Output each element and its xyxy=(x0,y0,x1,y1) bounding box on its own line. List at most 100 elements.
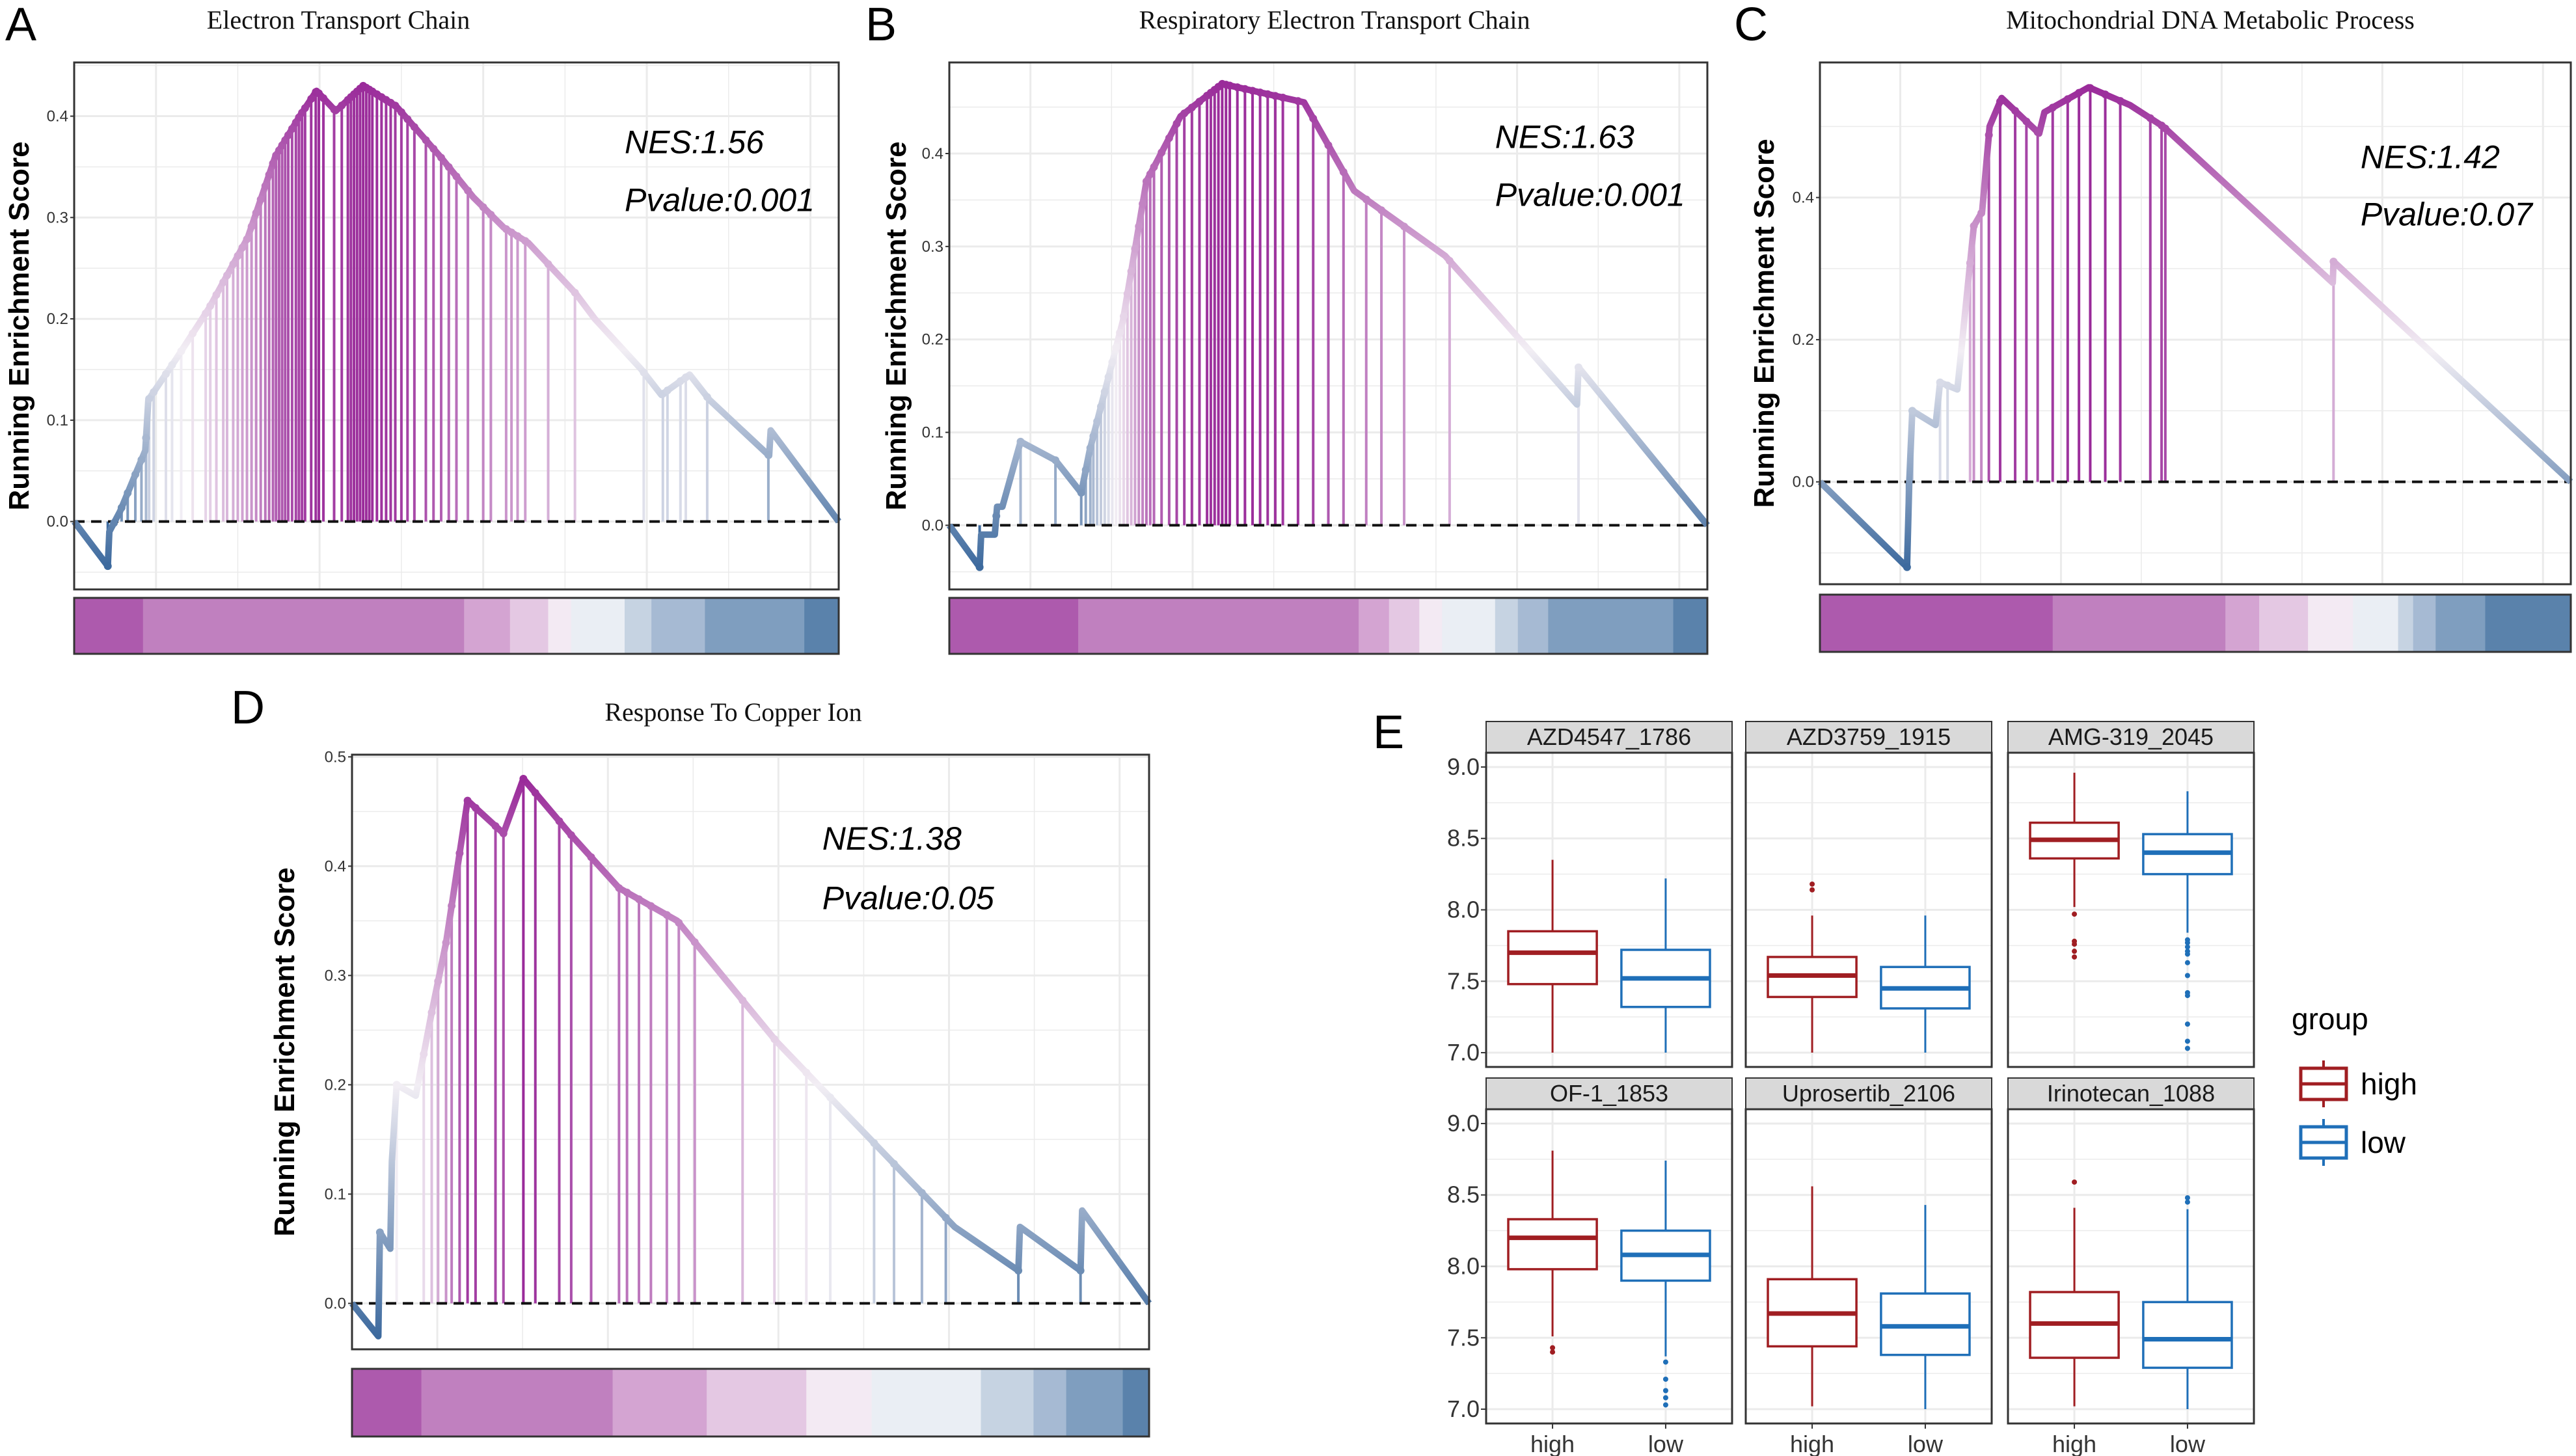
hit-point xyxy=(234,252,242,260)
rank-bar-segment xyxy=(142,598,465,654)
plot-frame xyxy=(351,753,1150,1351)
legend-key-low xyxy=(2299,1119,2348,1166)
hit-point xyxy=(434,977,442,986)
hit-point xyxy=(2101,90,2109,99)
hit-point xyxy=(265,170,273,179)
hit-point xyxy=(1996,98,2004,106)
y-axis-label: Running Enrichment Score xyxy=(3,141,35,510)
nes-label: NES:1.38 xyxy=(822,820,962,857)
rank-bar-segment xyxy=(509,598,549,654)
hit-point xyxy=(1116,329,1124,337)
legend-key-high xyxy=(2299,1060,2348,1107)
hit-point xyxy=(1400,222,1408,231)
facet-frame xyxy=(1744,1108,1993,1425)
hit-point xyxy=(1158,148,1166,157)
y-tick-label: 7.0 xyxy=(1447,1039,1480,1066)
box-iqr xyxy=(1507,1218,1598,1271)
hit-point xyxy=(2329,257,2338,265)
rank-bar-segment xyxy=(464,598,511,654)
hit-point xyxy=(615,883,623,892)
rank-bar-segment xyxy=(806,1369,873,1436)
outlier-point xyxy=(1810,881,1815,887)
legend-label: low xyxy=(2361,1126,2406,1159)
hit-point xyxy=(1173,119,1181,128)
pvalue-label: Pvalue:0.07 xyxy=(2361,196,2534,233)
rank-bar-frame xyxy=(73,597,840,655)
hit-point xyxy=(521,237,530,245)
outlier-point xyxy=(2184,1045,2190,1051)
rank-bar-segment xyxy=(949,598,1079,654)
hit-point xyxy=(1150,163,1158,171)
y-tick-label: 7.5 xyxy=(1447,967,1480,994)
hit-point xyxy=(635,895,643,904)
x-tick-label: high xyxy=(1530,1431,1575,1456)
rank-bar-segment xyxy=(1548,598,1674,654)
hit-point xyxy=(252,209,260,217)
y-tick-label: 0.3 xyxy=(922,238,943,256)
outlier-point xyxy=(2184,973,2190,978)
hit-point xyxy=(975,563,984,571)
rank-bar-segment xyxy=(1673,598,1708,654)
gsea-panel-B: Respiratory Electron Transport Chain 0.0 0… xyxy=(880,5,1710,655)
facet-AMG-319_2045: AMG-319_2045 xyxy=(2007,721,2255,1068)
hit-point xyxy=(826,1093,834,1101)
hit-point xyxy=(491,822,500,830)
hit-point xyxy=(1097,402,1105,411)
hit-point xyxy=(455,849,464,857)
rank-bar-segment xyxy=(1389,598,1420,654)
hit-point xyxy=(1089,432,1098,440)
rank-bar-segment xyxy=(2308,595,2353,652)
y-tick-label: 8.5 xyxy=(1447,1181,1480,1208)
outlier-point xyxy=(2184,1021,2190,1027)
hit-point xyxy=(229,260,237,269)
outlier-point xyxy=(1550,1345,1556,1351)
hit-point xyxy=(442,938,450,947)
x-tick-label: low xyxy=(1908,1431,1944,1456)
rank-bar-segment xyxy=(1495,598,1519,654)
hit-point xyxy=(1146,170,1154,178)
hit-point xyxy=(623,888,631,897)
hit-point xyxy=(555,817,563,826)
y-tick-label: 0.0 xyxy=(1793,474,1814,491)
facet-title: AZD4547_1786 xyxy=(1527,723,1691,750)
hit-point xyxy=(315,89,323,98)
hit-point xyxy=(464,187,472,195)
box-high xyxy=(2029,772,2120,960)
y-tick-label: 0.5 xyxy=(325,748,346,766)
rank-bar-segment xyxy=(1517,598,1549,654)
hit-point xyxy=(1944,381,1952,390)
box-high xyxy=(1767,881,1858,1053)
hit-point xyxy=(764,451,772,459)
hit-point xyxy=(397,108,405,116)
hit-point xyxy=(1108,358,1117,366)
x-tick-label: low xyxy=(1648,1431,1684,1456)
facet-strip xyxy=(1485,1077,1733,1110)
rank-bar-segment xyxy=(571,598,625,654)
hit-point xyxy=(992,512,1001,520)
hit-point xyxy=(917,1189,926,1197)
hit-point xyxy=(508,228,516,237)
y-tick-label: 0.2 xyxy=(47,310,68,328)
hit-point xyxy=(202,309,210,317)
rank-bar-segment xyxy=(2413,595,2436,652)
hit-point xyxy=(1093,417,1102,425)
hit-point xyxy=(2146,114,2154,122)
y-tick-label: 0.4 xyxy=(325,857,346,875)
hit-point xyxy=(168,361,176,370)
hit-point xyxy=(189,329,197,338)
hit-point xyxy=(1135,222,1143,230)
hit-point xyxy=(1195,98,1204,106)
hit-point xyxy=(247,222,256,231)
hit-point xyxy=(422,136,430,144)
hit-point xyxy=(212,291,221,299)
hit-point xyxy=(1131,245,1139,253)
hit-point xyxy=(2116,97,2124,105)
rank-bar-segment xyxy=(421,1369,614,1436)
hit-point xyxy=(420,1050,428,1058)
outlier-point xyxy=(1662,1359,1668,1365)
hit-point xyxy=(1119,312,1128,321)
hit-point xyxy=(1309,115,1318,123)
outlier-point xyxy=(1810,887,1815,893)
running-score-line xyxy=(349,775,1152,1340)
